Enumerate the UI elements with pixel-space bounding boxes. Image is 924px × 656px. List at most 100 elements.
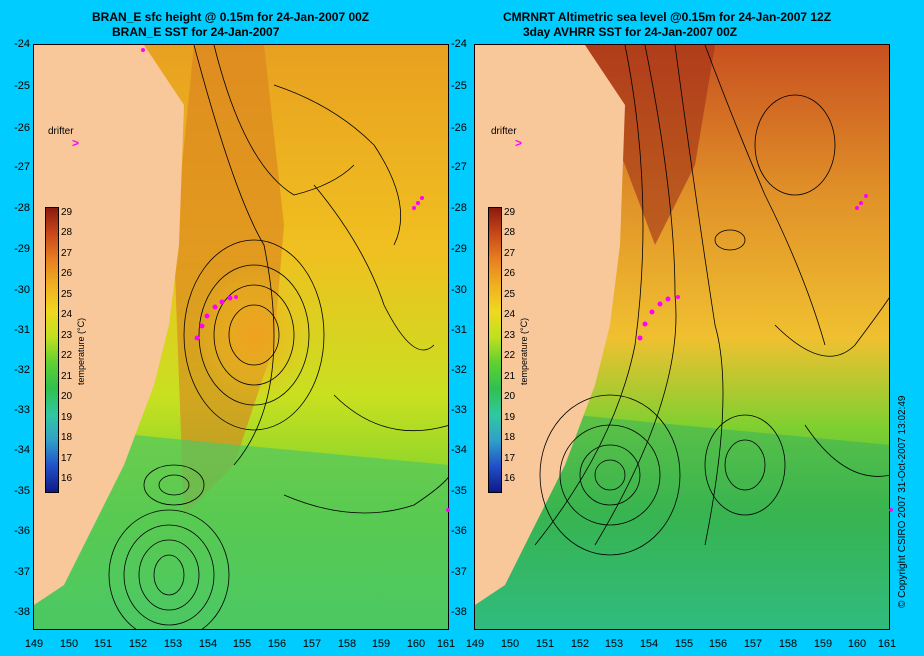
x-tick: 160	[406, 638, 426, 650]
cbar-tick: 25	[61, 289, 73, 300]
y-tick: -35	[14, 485, 30, 497]
y-tick: -32	[14, 364, 30, 376]
x-tick: 159	[371, 638, 391, 650]
left-contours	[108, 45, 448, 629]
cbar-tick: 25	[504, 289, 516, 300]
x-tick: 154	[639, 638, 659, 650]
y-tick: -38	[451, 606, 467, 618]
cbar-tick: 17	[61, 453, 73, 464]
cbar-tick: 23	[504, 330, 516, 341]
x-tick: 149	[465, 638, 485, 650]
y-tick: -26	[14, 122, 30, 134]
right-coastline-land	[475, 45, 625, 605]
y-tick: -34	[14, 444, 30, 456]
y-tick: -30	[451, 284, 467, 296]
y-tick: -28	[451, 202, 467, 214]
cbar-tick: 21	[61, 371, 73, 382]
right-title-line2: 3day AVHRR SST for 24-Jan-2007 00Z	[523, 25, 738, 39]
left-title-line1: BRAN_E sfc height @ 0.15m for 24-Jan-200…	[92, 10, 370, 24]
y-tick: -27	[14, 161, 30, 173]
cbar-tick: 27	[504, 248, 516, 259]
x-tick: 157	[743, 638, 763, 650]
cbar-tick: 19	[61, 412, 73, 423]
y-tick: -31	[451, 324, 467, 336]
y-tick: -36	[14, 525, 30, 537]
y-tick: -29	[14, 243, 30, 255]
cbar-tick: 28	[61, 227, 73, 238]
x-tick: 155	[674, 638, 694, 650]
cbar-tick: 28	[504, 227, 516, 238]
x-tick: 155	[232, 638, 252, 650]
y-tick: -25	[14, 80, 30, 92]
y-tick: -26	[451, 122, 467, 134]
left-map-panel	[33, 44, 449, 630]
y-tick: -34	[451, 444, 467, 456]
x-tick: 158	[778, 638, 798, 650]
y-tick: -24	[451, 38, 467, 50]
x-tick: 158	[337, 638, 357, 650]
cbar-tick: 24	[61, 309, 73, 320]
x-tick: 150	[500, 638, 520, 650]
y-tick: -32	[451, 364, 467, 376]
y-tick: -31	[14, 324, 30, 336]
y-tick: -36	[451, 525, 467, 537]
right-title-line1: CMRNRT Altimetric sea level @0.15m for 2…	[503, 10, 832, 24]
left-coastline-land	[34, 45, 184, 605]
right-drifter-label: drifter	[491, 126, 517, 137]
x-tick: 160	[847, 638, 867, 650]
y-tick: -29	[451, 243, 467, 255]
y-tick: -27	[451, 161, 467, 173]
cbar-tick: 16	[61, 473, 73, 484]
y-tick: -35	[451, 485, 467, 497]
y-tick: -37	[451, 566, 467, 578]
cbar-tick: 16	[504, 473, 516, 484]
x-tick: 149	[24, 638, 44, 650]
y-tick: -33	[14, 404, 30, 416]
cbar-tick: 26	[61, 268, 73, 279]
right-sst-map	[475, 45, 889, 629]
cbar-tick: 26	[504, 268, 516, 279]
cbar-tick: 29	[61, 207, 73, 218]
cbar-tick: 29	[504, 207, 516, 218]
right-contours	[534, 45, 889, 556]
cbar-tick: 27	[61, 248, 73, 259]
y-tick: -37	[14, 566, 30, 578]
x-tick: 161	[877, 638, 897, 650]
left-colorbar-strip	[45, 207, 59, 493]
cbar-tick: 22	[61, 350, 73, 361]
y-tick: -30	[14, 284, 30, 296]
y-tick: -25	[451, 80, 467, 92]
x-tick: 156	[267, 638, 287, 650]
cbar-tick: 21	[504, 371, 516, 382]
x-tick: 153	[604, 638, 624, 650]
x-tick: 154	[198, 638, 218, 650]
right-colorbar-strip	[488, 207, 502, 493]
left-sst-map	[34, 45, 448, 629]
x-tick: 159	[813, 638, 833, 650]
y-tick: -33	[451, 404, 467, 416]
y-tick: -24	[14, 38, 30, 50]
cbar-tick: 20	[504, 391, 516, 402]
x-tick: 150	[59, 638, 79, 650]
cbar-tick: 19	[504, 412, 516, 423]
cbar-tick: 22	[504, 350, 516, 361]
x-tick: 151	[535, 638, 555, 650]
left-title-line2: BRAN_E SST for 24-Jan-2007	[112, 25, 280, 39]
x-tick: 157	[302, 638, 322, 650]
x-tick: 151	[93, 638, 113, 650]
cbar-tick: 20	[61, 391, 73, 402]
x-tick: 152	[570, 638, 590, 650]
cbar-tick: 17	[504, 453, 516, 464]
left-drifter-label: drifter	[48, 126, 74, 137]
y-tick: -28	[14, 202, 30, 214]
right-drifter-marker: >	[515, 136, 523, 150]
left-drifter-marker: >	[72, 136, 80, 150]
x-tick: 152	[128, 638, 148, 650]
cbar-tick: 18	[504, 432, 516, 443]
y-tick: -38	[14, 606, 30, 618]
cbar-tick: 24	[504, 309, 516, 320]
cbar-tick: 18	[61, 432, 73, 443]
x-tick: 161	[436, 638, 456, 650]
x-tick: 156	[708, 638, 728, 650]
